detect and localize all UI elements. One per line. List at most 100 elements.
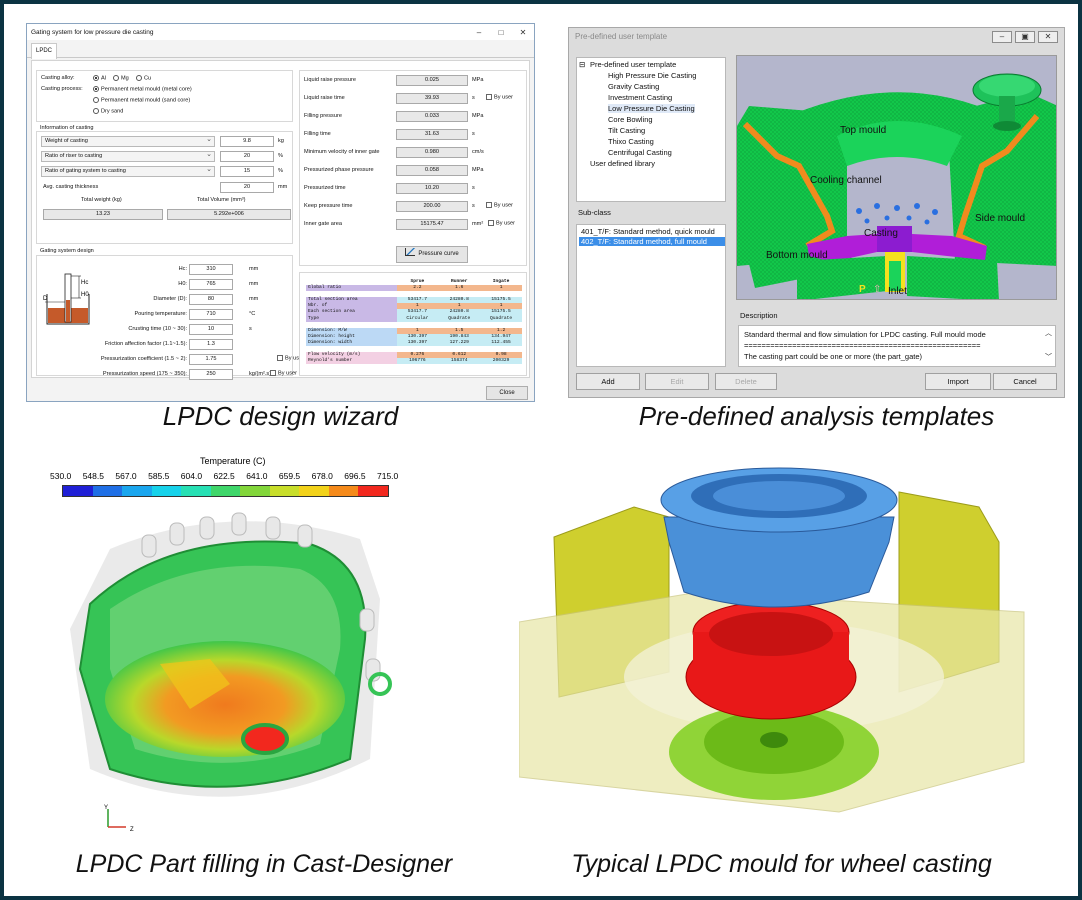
- by-user-label: By user: [285, 355, 304, 362]
- total-volume-value: 5.292e+006: [167, 209, 291, 220]
- by-user-checkbox[interactable]: By user: [486, 94, 513, 100]
- pressure-row-field[interactable]: 200.00: [396, 201, 468, 212]
- result-cell: Nbr. of: [306, 303, 397, 310]
- weight-field[interactable]: 9.8: [220, 136, 274, 147]
- result-row: Flow velocity (m/s) 0.276 0.612 0.98: [306, 352, 522, 359]
- tree-user-library[interactable]: User defined library: [590, 159, 656, 168]
- gating-row-field[interactable]: 1.75: [189, 354, 233, 365]
- gating-row-label: Pouring temperature:: [134, 311, 187, 317]
- minimize-icon[interactable]: –: [476, 27, 482, 37]
- minimize-icon[interactable]: –: [992, 30, 1012, 43]
- tree-item[interactable]: Gravity Casting: [608, 82, 660, 91]
- gating-ratio-select[interactable]: Ratio of gating system to casting: [41, 165, 215, 177]
- legend-tick-label: 548.5: [82, 471, 104, 481]
- riser-ratio-select[interactable]: Ratio of riser to casting: [41, 150, 215, 162]
- gating-row-field[interactable]: 310: [189, 264, 233, 275]
- pressure-row-unit: s: [472, 203, 475, 209]
- by-user-checkbox[interactable]: By user: [486, 202, 513, 208]
- process-radio-metal-core[interactable]: Permanent metal mould (metal core): [93, 86, 192, 92]
- legend-swatch: [328, 486, 359, 496]
- result-row: Dimension: M/W 1 1.5 1.2: [306, 327, 522, 334]
- pressure-row-field[interactable]: 0.058: [396, 165, 468, 176]
- by-user-checkbox[interactable]: By user: [270, 370, 297, 376]
- tree-item[interactable]: Tilt Casting: [608, 126, 646, 135]
- tree-collapse-icon[interactable]: ⊟: [579, 60, 586, 69]
- pressure-row-field[interactable]: 0.025: [396, 75, 468, 86]
- description-line-3: The casting part could be one or more (t…: [744, 352, 923, 361]
- riser-ratio-field[interactable]: 20: [220, 151, 274, 162]
- tab-lpdc[interactable]: LPDC: [31, 43, 57, 59]
- gating-row-unit: mm: [249, 296, 259, 302]
- result-cell: 24280.8: [438, 309, 481, 316]
- gating-ratio-field[interactable]: 15: [220, 166, 274, 177]
- delete-button[interactable]: Delete: [715, 373, 777, 390]
- gating-row-label: Pressurization coefficient (1.5 ~ 2):: [100, 356, 187, 362]
- add-button[interactable]: Add: [576, 373, 640, 390]
- pressure-row-field[interactable]: 31.63: [396, 129, 468, 140]
- info-group-title: Information of casting: [40, 125, 94, 131]
- legend-tick-label: 622.5: [213, 471, 235, 481]
- pressure-row-field[interactable]: 15175.47: [396, 219, 468, 230]
- pressure-row-field[interactable]: 39.93: [396, 93, 468, 104]
- subclass-item[interactable]: 401_T/F: Standard method, quick mould: [581, 227, 715, 236]
- subclass-item[interactable]: 402_T/F: Standard method, full mould: [579, 237, 725, 246]
- pressure-row-unit: MPa: [472, 113, 484, 119]
- wheel-mould-render: [518, 462, 1034, 837]
- tree-item[interactable]: Low Pressure Die Casting: [608, 104, 695, 113]
- cancel-button[interactable]: Cancel: [993, 373, 1057, 390]
- legend-swatch: [122, 486, 152, 496]
- by-user-checkbox[interactable]: By user: [277, 355, 304, 361]
- tree-item[interactable]: Investment Casting: [608, 93, 673, 102]
- caption-wizard: LPDC design wizard: [162, 401, 399, 431]
- result-cell: 0.98: [480, 352, 522, 359]
- weight-select[interactable]: Weight of casting: [41, 135, 215, 147]
- legend-swatch: [92, 486, 123, 496]
- by-user-checkbox[interactable]: By user: [488, 220, 515, 226]
- gating-row-field[interactable]: 765: [189, 279, 233, 290]
- casting-alloy-label: Casting alloy:: [41, 75, 75, 81]
- process-radio-dry-sand[interactable]: Dry sand: [93, 108, 123, 114]
- import-button[interactable]: Import: [925, 373, 991, 390]
- template-tree: ⊟ Pre-defined user template High Pressur…: [576, 57, 726, 202]
- maximize-icon[interactable]: □: [498, 27, 504, 37]
- tree-item[interactable]: Centrifugal Casting: [608, 148, 672, 157]
- edit-button[interactable]: Edit: [645, 373, 709, 390]
- alloy-radio-cu[interactable]: Cu: [136, 75, 151, 81]
- tree-item[interactable]: High Pressure Die Casting: [608, 71, 697, 80]
- close-button[interactable]: Close: [486, 386, 528, 400]
- by-user-label: By user: [496, 220, 515, 227]
- templates-titlebar: Pre-defined user template – ▣ ✕: [569, 28, 1064, 45]
- tree-item[interactable]: Core Bowling: [608, 115, 653, 124]
- gating-row-field[interactable]: 80: [189, 294, 233, 305]
- subclass-list: 401_T/F: Standard method, quick mould 402…: [576, 224, 726, 367]
- scroll-up-icon[interactable]: ︿: [1045, 330, 1052, 337]
- tree-item[interactable]: Thixo Casting: [608, 137, 654, 146]
- pressure-row-field[interactable]: 0.980: [396, 147, 468, 158]
- tree-root[interactable]: Pre-defined user template: [590, 60, 677, 69]
- scroll-down-icon[interactable]: ﹀: [1045, 354, 1052, 361]
- result-cell: 53417.7: [396, 309, 439, 316]
- process-radio-sand-core[interactable]: Permanent metal mould (sand core): [93, 97, 190, 103]
- result-row: Reynold's number 106776 158374 200329: [306, 358, 522, 365]
- gating-row-field[interactable]: 10: [189, 324, 233, 335]
- pressure-row-label: Pressurized phase pressure: [304, 167, 374, 173]
- pressure-row-field[interactable]: 0.033: [396, 111, 468, 122]
- gating-row-field[interactable]: 1.3: [189, 339, 233, 350]
- result-cell: Global ratio: [306, 285, 397, 292]
- alloy-radio-mg[interactable]: Mg: [113, 75, 129, 81]
- pressure-row-unit: s: [472, 185, 475, 191]
- gating-row-unit: kg/(m².s): [249, 371, 272, 377]
- alloy-radio-al[interactable]: Al: [93, 75, 106, 81]
- temperature-legend-bar: [62, 485, 389, 497]
- description-box[interactable]: Standard thermal and flow simulation for…: [738, 325, 1056, 367]
- pressure-row-field[interactable]: 10.20: [396, 183, 468, 194]
- gating-row-unit: mm: [249, 266, 259, 272]
- gating-row-field[interactable]: 710: [189, 309, 233, 320]
- avg-thickness-field[interactable]: 20: [220, 182, 274, 193]
- gating-row-field[interactable]: 250: [189, 369, 233, 380]
- close-icon[interactable]: ✕: [1038, 30, 1058, 43]
- close-icon[interactable]: ✕: [519, 27, 527, 37]
- restore-icon[interactable]: ▣: [1015, 30, 1035, 43]
- pressure-curve-button[interactable]: Pressure curve: [396, 246, 468, 263]
- preview-label-p: P: [859, 284, 866, 295]
